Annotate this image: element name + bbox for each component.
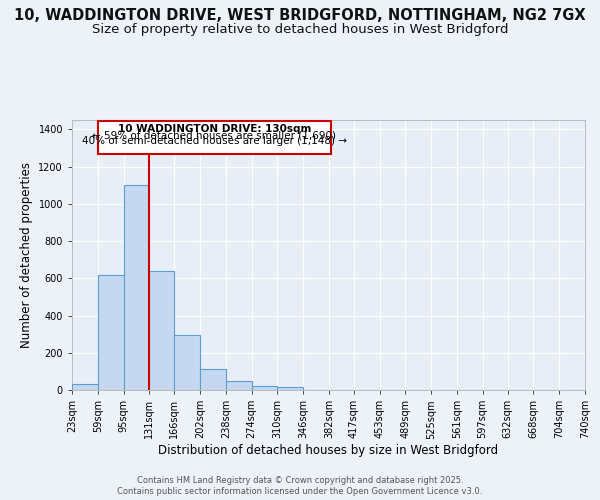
Bar: [124, 185, 149, 390]
X-axis label: Distribution of detached houses by size in West Bridgford: Distribution of detached houses by size …: [158, 444, 499, 457]
Text: ← 59% of detached houses are smaller (1,690): ← 59% of detached houses are smaller (1,…: [92, 130, 337, 140]
Bar: [226, 380, 251, 390]
Bar: [200, 368, 226, 390]
Text: Contains public sector information licensed under the Open Government Licence v3: Contains public sector information licen…: [118, 487, 482, 496]
Bar: [98, 274, 124, 390]
Bar: [251, 386, 277, 390]
Bar: [149, 271, 175, 390]
Text: 40% of semi-detached houses are larger (1,148) →: 40% of semi-detached houses are larger (…: [82, 136, 347, 146]
Text: 10 WADDINGTON DRIVE: 130sqm: 10 WADDINGTON DRIVE: 130sqm: [118, 124, 311, 134]
Text: Contains HM Land Registry data © Crown copyright and database right 2025.: Contains HM Land Registry data © Crown c…: [137, 476, 463, 485]
Text: Size of property relative to detached houses in West Bridgford: Size of property relative to detached ho…: [92, 22, 508, 36]
Bar: [72, 384, 98, 390]
Text: 10, WADDINGTON DRIVE, WEST BRIDGFORD, NOTTINGHAM, NG2 7GX: 10, WADDINGTON DRIVE, WEST BRIDGFORD, NO…: [14, 8, 586, 22]
Bar: [277, 387, 303, 390]
Y-axis label: Number of detached properties: Number of detached properties: [20, 162, 33, 348]
FancyBboxPatch shape: [98, 121, 331, 154]
Bar: [175, 335, 200, 390]
